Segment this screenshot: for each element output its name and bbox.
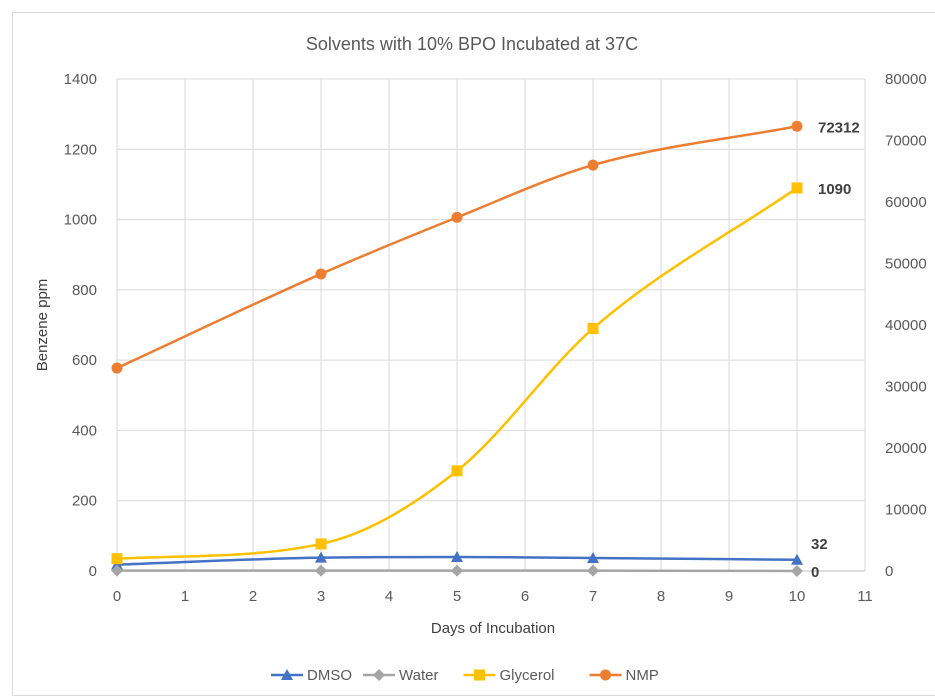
legend: DMSO Water Glycerol NMP	[271, 667, 659, 684]
data-point-glycerol	[791, 182, 803, 194]
legend-marker	[281, 669, 293, 680]
x-tick-label: 8	[657, 588, 665, 605]
data-label-water: 0	[811, 564, 819, 581]
legend-label: NMP	[626, 667, 659, 684]
gridlines	[117, 78, 866, 571]
y2-tick-label: 40000	[885, 317, 927, 334]
legend-marker	[600, 669, 611, 681]
data-labels: 72312 1090 32 0	[811, 119, 860, 581]
legend-marker	[474, 669, 485, 681]
data-point-water	[587, 564, 599, 577]
data-point-glycerol	[315, 538, 327, 550]
y-tick-label: 200	[72, 493, 97, 510]
legend-item-nmp: NMP	[589, 667, 659, 684]
x-tick-label: 11	[857, 588, 873, 605]
y-tick-label: 600	[72, 352, 97, 369]
data-point-water	[791, 565, 803, 577]
chart-frame	[12, 12, 935, 696]
x-axis-title: Days of Incubation	[431, 620, 555, 637]
data-point-dmso	[791, 553, 803, 565]
legend-label: Glycerol	[500, 667, 555, 684]
y2-tick-label: 60000	[885, 194, 927, 211]
data-point-nmp	[315, 268, 327, 280]
x-tick-label: 1	[181, 588, 189, 605]
y-tick-label: 0	[89, 563, 97, 580]
data-point-glycerol	[451, 465, 463, 477]
y2-tick-label: 50000	[885, 256, 927, 273]
x-tick-label: 3	[317, 588, 325, 605]
data-point-water	[111, 564, 123, 577]
data-point-nmp	[111, 362, 123, 374]
series-lines	[111, 120, 803, 577]
x-tick-label: 10	[789, 588, 806, 605]
data-label-dmso: 32	[811, 536, 828, 553]
x-tick-label: 7	[589, 588, 597, 605]
data-point-nmp	[587, 159, 599, 171]
x-tick-label: 0	[113, 588, 121, 605]
data-point-water	[451, 564, 463, 577]
legend-marker	[373, 669, 385, 681]
legend-label: Water	[399, 667, 438, 684]
y2-tick-label: 10000	[885, 502, 927, 519]
data-point-dmso	[451, 550, 463, 562]
y2-tick-label: 20000	[885, 440, 927, 457]
data-point-nmp	[791, 120, 803, 132]
x-tick-label: 2	[249, 588, 257, 605]
data-point-glycerol	[587, 323, 599, 335]
y-axis-title: Benzene ppm	[34, 279, 51, 372]
y-tick-label: 1000	[64, 212, 97, 229]
y2-tick-label: 70000	[885, 133, 927, 150]
data-label-nmp: 72312	[818, 119, 860, 136]
y-tick-label: 1400	[64, 71, 97, 88]
legend-item-glycerol: Glycerol	[463, 667, 555, 684]
data-label-glycerol: 1090	[818, 181, 851, 198]
data-point-water	[315, 564, 327, 577]
y2-tick-label: 0	[885, 563, 893, 580]
y2-tick-label: 30000	[885, 379, 927, 396]
chart-title: Solvents with 10% BPO Incubated at 37C	[306, 34, 638, 54]
x-tick-label: 6	[521, 588, 529, 605]
y-tick-label: 400	[72, 422, 97, 439]
data-point-dmso	[587, 551, 599, 563]
legend-item-dmso: DMSO	[271, 667, 352, 684]
x-tick-label: 9	[725, 588, 733, 605]
legend-item-water: Water	[363, 667, 438, 684]
y-tick-label: 800	[72, 282, 97, 299]
y-tick-label: 1200	[64, 141, 97, 158]
legend-label: DMSO	[307, 667, 352, 684]
data-point-nmp	[451, 211, 463, 223]
x-tick-label: 5	[453, 588, 461, 605]
x-tick-label: 4	[385, 588, 393, 605]
data-point-dmso	[315, 551, 327, 563]
data-point-glycerol	[111, 553, 123, 565]
y2-tick-label: 80000	[885, 71, 927, 88]
